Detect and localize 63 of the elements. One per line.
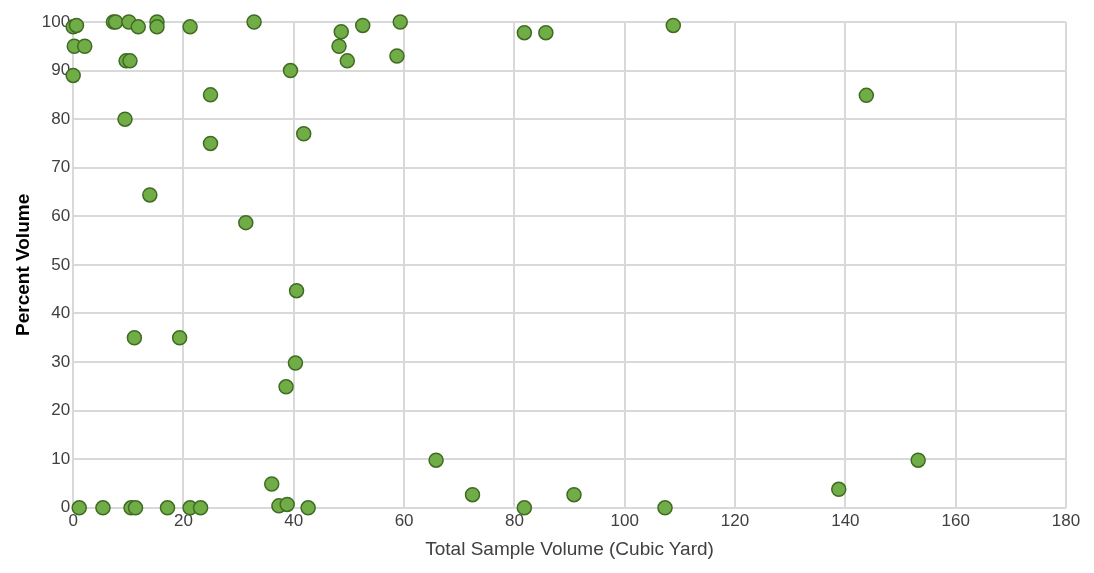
y-tick-label: 80 bbox=[51, 108, 71, 128]
point bbox=[354, 17, 371, 34]
point bbox=[238, 214, 254, 231]
point bbox=[142, 187, 158, 203]
point bbox=[71, 500, 87, 516]
point bbox=[331, 38, 347, 55]
x-tick-label: 60 bbox=[394, 510, 414, 530]
y-axis-title: Percent Volume bbox=[11, 193, 33, 336]
point bbox=[910, 452, 926, 468]
point bbox=[464, 486, 481, 503]
point bbox=[77, 38, 93, 55]
point bbox=[130, 19, 146, 35]
point bbox=[117, 111, 133, 127]
point bbox=[392, 14, 408, 30]
x-tick-label: 160 bbox=[941, 510, 970, 530]
y-tick-label: 10 bbox=[51, 448, 71, 468]
point bbox=[566, 486, 582, 503]
point bbox=[831, 481, 847, 498]
x-tick-label: 180 bbox=[1051, 510, 1081, 530]
point bbox=[333, 23, 349, 40]
x-tick-label: 140 bbox=[831, 510, 860, 530]
point bbox=[95, 500, 111, 516]
point bbox=[657, 500, 673, 516]
point bbox=[300, 500, 316, 516]
point bbox=[428, 452, 444, 468]
x-axis-title: Total Sample Volume (Cubic Yard) bbox=[425, 537, 714, 559]
point bbox=[263, 476, 280, 492]
x-tick-label: 40 bbox=[284, 510, 304, 530]
point bbox=[858, 87, 875, 104]
point bbox=[182, 19, 198, 35]
point bbox=[122, 53, 138, 69]
y-tick-label: 50 bbox=[51, 254, 71, 274]
point bbox=[295, 125, 312, 142]
point bbox=[389, 48, 405, 64]
x-tick-label: 80 bbox=[504, 510, 524, 530]
y-tick-label: 30 bbox=[51, 351, 71, 371]
point bbox=[279, 496, 295, 513]
point bbox=[126, 330, 143, 346]
x-tick-label: 120 bbox=[720, 510, 750, 530]
point bbox=[246, 14, 262, 30]
point bbox=[159, 500, 176, 516]
point bbox=[538, 24, 554, 41]
point bbox=[202, 135, 219, 152]
y-tick-label: 20 bbox=[51, 400, 71, 420]
point bbox=[516, 500, 533, 516]
point bbox=[171, 330, 188, 346]
x-tick-label: 100 bbox=[610, 510, 639, 530]
y-tick-label: 60 bbox=[51, 206, 71, 226]
point bbox=[516, 24, 533, 41]
point bbox=[149, 19, 165, 35]
point bbox=[68, 17, 85, 34]
point bbox=[665, 17, 682, 34]
point bbox=[288, 282, 305, 299]
y-tick-label: 40 bbox=[51, 303, 71, 323]
point bbox=[287, 355, 304, 371]
point bbox=[339, 53, 356, 69]
point bbox=[202, 87, 219, 103]
point bbox=[127, 500, 144, 516]
point bbox=[282, 62, 299, 79]
point bbox=[192, 500, 209, 516]
x-tick-label: 20 bbox=[174, 510, 193, 530]
point bbox=[278, 379, 294, 395]
y-tick-label: 70 bbox=[51, 157, 71, 177]
